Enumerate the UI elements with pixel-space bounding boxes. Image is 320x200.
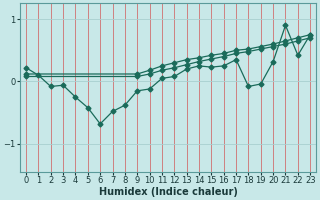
X-axis label: Humidex (Indice chaleur): Humidex (Indice chaleur) (99, 187, 237, 197)
